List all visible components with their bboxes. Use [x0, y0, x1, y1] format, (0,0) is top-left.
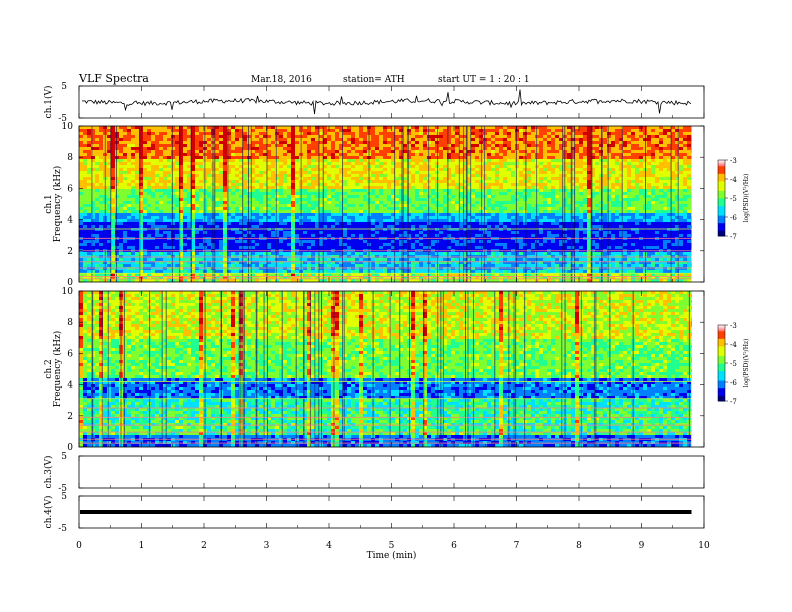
ch2-spectrogram-colorbar-tick-label: -3 — [730, 322, 737, 330]
ch2-spectrogram-ytick-label: 2 — [67, 412, 73, 422]
ch2-spectrogram-colorbar-tick-label: -4 — [730, 341, 737, 349]
ch1-spectrogram-colorbar-tick-label: -5 — [730, 195, 737, 203]
ch3-waveform-frame — [78, 455, 705, 489]
date-label: Mar.18, 2016 — [251, 75, 312, 85]
ch1-spectrogram-colorbar-tick-label: -3 — [730, 157, 737, 165]
xtick-label: 5 — [389, 541, 395, 551]
ch1-spectrogram-ylabel: Frequency (kHz) — [52, 166, 63, 243]
xtick-label: 3 — [264, 541, 270, 551]
start-time-label: start UT = 1 : 20 : 1 — [438, 75, 530, 85]
xtick-label: 7 — [514, 541, 520, 551]
ch1-waveform-ytick-label: -5 — [58, 114, 67, 124]
xtick-label: 0 — [76, 541, 82, 551]
ch2-spectrogram-image — [79, 291, 692, 447]
ch2-spectrogram-ylabel: Frequency (kHz) — [52, 331, 63, 408]
ch1-spectrogram-ytick-label: 6 — [67, 184, 73, 194]
ch1-spectrogram-ytick-label: 0 — [67, 278, 73, 288]
ch1-spectrogram-colorbar-tick-label: -6 — [730, 214, 737, 222]
xtick-label: 9 — [639, 541, 645, 551]
xtick-label: 8 — [576, 541, 582, 551]
ch4-waveform-ylabel: ch.4(V) — [43, 496, 54, 529]
ch2-spectrogram-colorbar-tick-label: -5 — [730, 360, 737, 368]
xtick-label: 1 — [139, 541, 145, 551]
ch2-spectrogram-ytick-label: 4 — [67, 381, 73, 391]
ch1-spectrogram-ytick-label: 10 — [62, 122, 74, 132]
ch1-spectrogram-image — [79, 126, 692, 282]
ch2-spectrogram-ytick-label: 6 — [67, 349, 73, 359]
ch4-waveform-ytick-label: 5 — [61, 492, 67, 502]
xtick-label: 4 — [326, 541, 332, 551]
ch1-spectrogram-channel-label: ch.1 — [44, 194, 54, 213]
ch2-spectrogram-ytick-label: 10 — [62, 287, 74, 297]
ch1-spectrogram-colorbar-label: log(PSD)(V²/Hz) — [743, 174, 750, 223]
ch2-spectrogram-ytick-label: 8 — [67, 318, 73, 328]
ch1-spectrogram-ytick-label: 8 — [67, 153, 73, 163]
ch1-waveform-ylabel: ch.1(V) — [43, 86, 54, 119]
station-label: station= ATH — [343, 75, 405, 85]
ch2-spectrogram-colorbar-tick-label: -6 — [730, 379, 737, 387]
ch3-waveform-ytick-label: 5 — [61, 452, 67, 462]
x-axis-label: Time (min) — [367, 550, 417, 561]
xtick-label: 2 — [201, 541, 207, 551]
ch2-spectrogram-channel-label: ch.2 — [44, 359, 54, 378]
ch1-waveform-trace — [81, 89, 692, 115]
xtick-label: 10 — [698, 541, 710, 551]
xtick-label: 6 — [451, 541, 457, 551]
ch1-spectrogram-colorbar-tick-label: -4 — [730, 176, 737, 184]
ch4-waveform-ytick-label: -5 — [58, 524, 67, 534]
ch3-waveform-ytick-label: -5 — [58, 484, 67, 494]
ch1-spectrogram-colorbar — [718, 160, 725, 237]
ch3-waveform-ylabel: ch.3(V) — [43, 456, 54, 489]
ch1-waveform-ytick-label: 5 — [61, 82, 67, 92]
ch2-spectrogram-colorbar — [718, 325, 725, 402]
ch1-spectrogram-ytick-label: 4 — [67, 216, 73, 226]
chart-title: VLF Spectra — [79, 72, 149, 85]
ch1-spectrogram-ytick-label: 2 — [67, 247, 73, 257]
ch2-spectrogram-ytick-label: 0 — [67, 443, 73, 453]
ch1-spectrogram-colorbar-tick-label: -7 — [730, 233, 737, 241]
ch2-spectrogram-colorbar-tick-label: -7 — [730, 398, 737, 406]
ch2-spectrogram-colorbar-label: log(PSD)(V²/Hz) — [743, 339, 750, 388]
